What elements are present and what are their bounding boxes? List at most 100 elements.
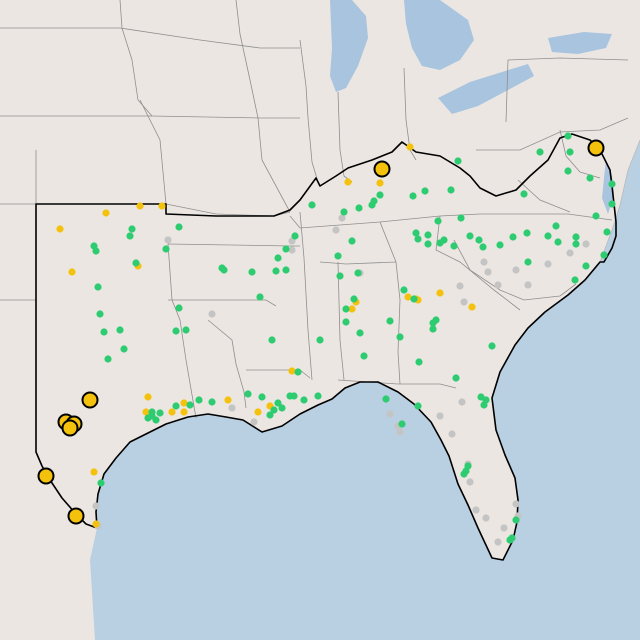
marker-green[interactable] (432, 316, 440, 324)
marker-green[interactable] (421, 187, 429, 195)
marker-green[interactable] (100, 328, 108, 336)
marker-green[interactable] (300, 396, 308, 404)
marker-gray[interactable] (566, 249, 574, 257)
marker-green[interactable] (415, 358, 423, 366)
marker-green[interactable] (340, 208, 348, 216)
marker-yellow[interactable] (92, 520, 100, 528)
marker-green[interactable] (447, 186, 455, 194)
marker-green[interactable] (96, 310, 104, 318)
marker-green[interactable] (268, 336, 276, 344)
marker-green[interactable] (509, 233, 517, 241)
marker-yellow[interactable] (142, 408, 150, 416)
marker-large-yellow[interactable] (587, 139, 605, 157)
marker-green[interactable] (475, 236, 483, 244)
marker-green[interactable] (244, 390, 252, 398)
marker-green[interactable] (400, 286, 408, 294)
marker-gray[interactable] (512, 500, 520, 508)
marker-gray[interactable] (332, 226, 340, 234)
marker-green[interactable] (342, 318, 350, 326)
marker-yellow[interactable] (102, 209, 110, 217)
marker-green[interactable] (586, 174, 594, 182)
marker-green[interactable] (554, 238, 562, 246)
marker-green[interactable] (152, 416, 160, 424)
marker-yellow[interactable] (136, 202, 144, 210)
marker-green[interactable] (342, 305, 350, 313)
marker-gray[interactable] (396, 428, 404, 436)
marker-green[interactable] (162, 245, 170, 253)
marker-gray[interactable] (208, 310, 216, 318)
marker-green[interactable] (564, 167, 572, 175)
marker-green[interactable] (92, 247, 100, 255)
marker-green[interactable] (272, 267, 280, 275)
marker-green[interactable] (274, 399, 282, 407)
marker-gray[interactable] (494, 281, 502, 289)
marker-yellow[interactable] (90, 468, 98, 476)
marker-large-yellow[interactable] (67, 507, 85, 525)
marker-green[interactable] (496, 241, 504, 249)
marker-yellow[interactable] (288, 367, 296, 375)
marker-green[interactable] (132, 259, 140, 267)
marker-yellow[interactable] (180, 399, 188, 407)
marker-green[interactable] (104, 355, 112, 363)
marker-green[interactable] (195, 396, 203, 404)
marker-green[interactable] (608, 180, 616, 188)
marker-green[interactable] (572, 240, 580, 248)
marker-green[interactable] (424, 240, 432, 248)
marker-yellow[interactable] (468, 303, 476, 311)
marker-green[interactable] (266, 411, 274, 419)
marker-green[interactable] (256, 293, 264, 301)
marker-green[interactable] (466, 232, 474, 240)
marker-gray[interactable] (472, 506, 480, 514)
marker-green[interactable] (452, 374, 460, 382)
marker-green[interactable] (291, 232, 299, 240)
marker-green[interactable] (156, 409, 164, 417)
marker-large-yellow[interactable] (61, 419, 79, 437)
marker-green[interactable] (603, 228, 611, 236)
marker-gray[interactable] (288, 246, 296, 254)
marker-green[interactable] (248, 268, 256, 276)
marker-yellow[interactable] (68, 268, 76, 276)
marker-green[interactable] (334, 252, 342, 260)
marker-green[interactable] (172, 402, 180, 410)
marker-green[interactable] (414, 235, 422, 243)
marker-green[interactable] (462, 467, 470, 475)
marker-green[interactable] (360, 352, 368, 360)
marker-large-yellow[interactable] (37, 467, 55, 485)
marker-green[interactable] (290, 392, 298, 400)
marker-green[interactable] (434, 217, 442, 225)
marker-yellow[interactable] (144, 393, 152, 401)
marker-green[interactable] (457, 214, 465, 222)
marker-green[interactable] (97, 479, 105, 487)
marker-green[interactable] (414, 402, 422, 410)
marker-green[interactable] (175, 304, 183, 312)
marker-green[interactable] (336, 272, 344, 280)
marker-gray[interactable] (436, 412, 444, 420)
marker-gray[interactable] (228, 404, 236, 412)
marker-green[interactable] (182, 326, 190, 334)
marker-gray[interactable] (484, 268, 492, 276)
marker-green[interactable] (350, 295, 358, 303)
marker-green[interactable] (308, 201, 316, 209)
marker-green[interactable] (356, 329, 364, 337)
marker-green[interactable] (218, 264, 226, 272)
marker-gray[interactable] (386, 410, 394, 418)
marker-green[interactable] (440, 236, 448, 244)
marker-gray[interactable] (164, 236, 172, 244)
marker-green[interactable] (128, 225, 136, 233)
marker-green[interactable] (282, 266, 290, 274)
marker-large-yellow[interactable] (81, 391, 99, 409)
marker-large-yellow[interactable] (373, 160, 391, 178)
marker-green[interactable] (572, 233, 580, 241)
marker-green[interactable] (354, 269, 362, 277)
marker-gray[interactable] (250, 418, 258, 426)
marker-green[interactable] (520, 190, 528, 198)
marker-green[interactable] (186, 401, 194, 409)
marker-green[interactable] (376, 191, 384, 199)
marker-yellow[interactable] (344, 178, 352, 186)
marker-green[interactable] (274, 254, 282, 262)
marker-gray[interactable] (500, 524, 508, 532)
marker-green[interactable] (208, 398, 216, 406)
marker-green[interactable] (488, 342, 496, 350)
marker-green[interactable] (600, 251, 608, 259)
